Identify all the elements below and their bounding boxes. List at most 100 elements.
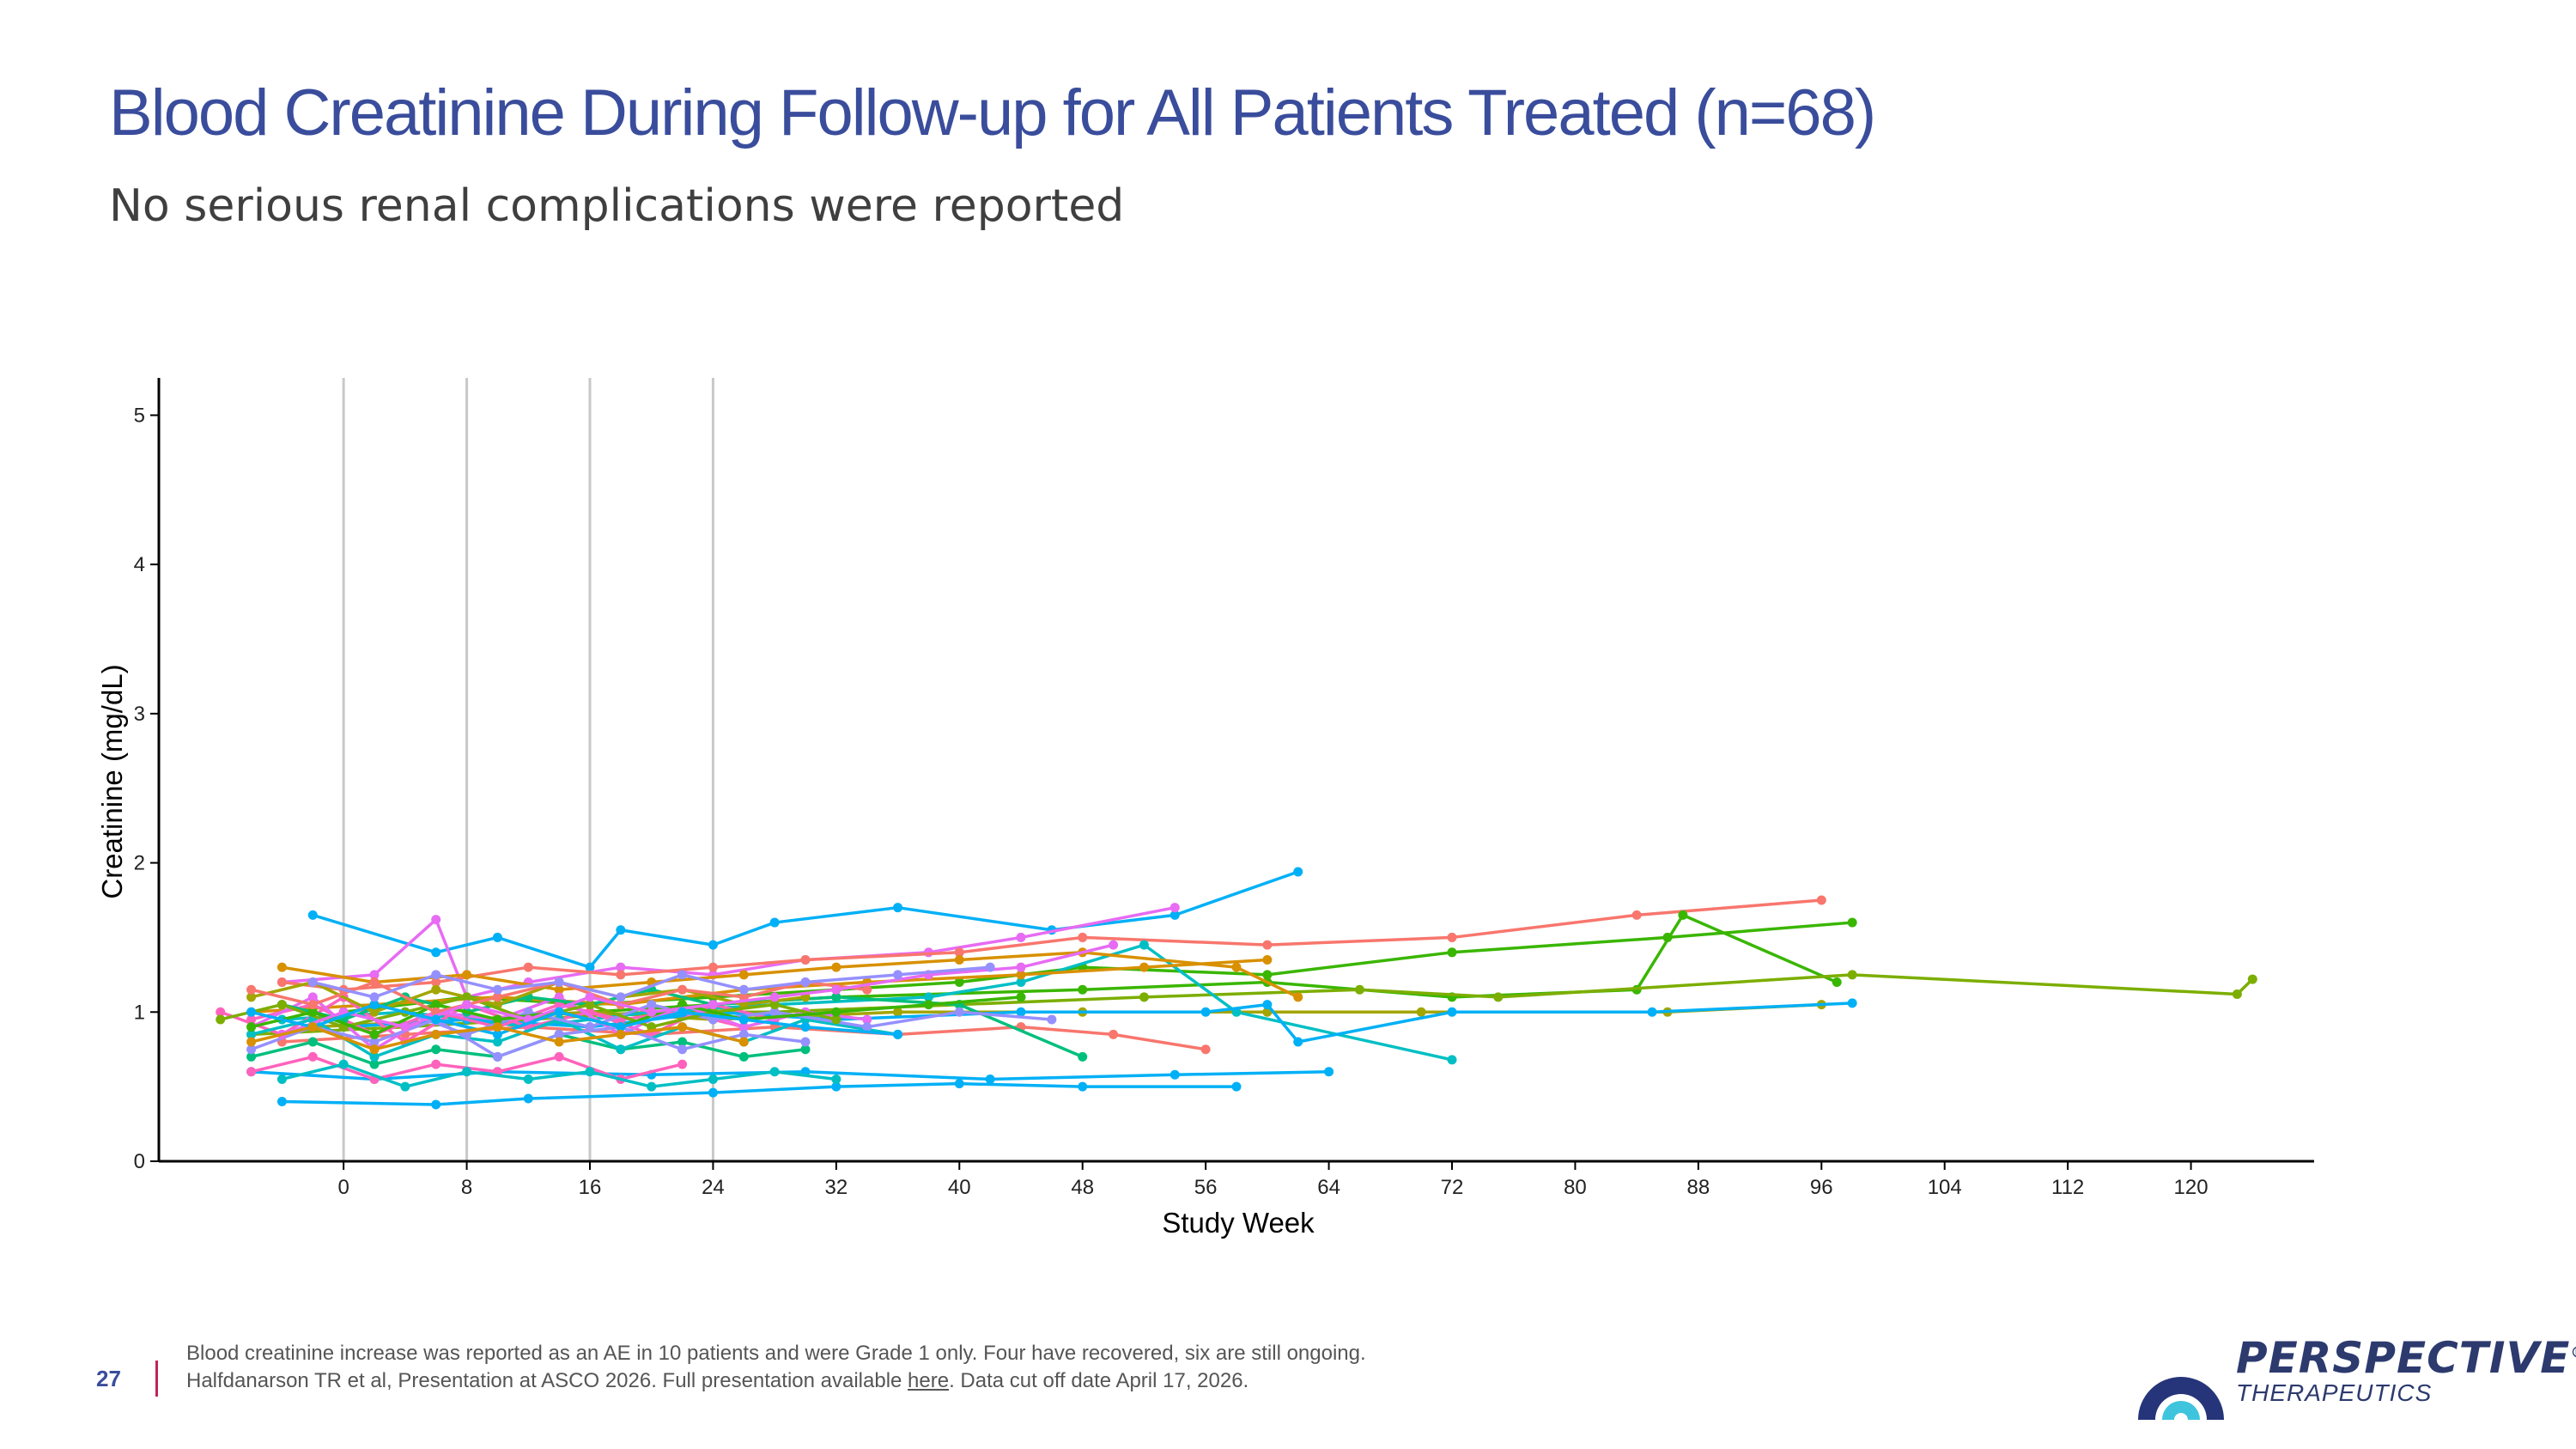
data-point: [585, 1067, 595, 1077]
data-point: [369, 1059, 380, 1069]
data-point: [1078, 932, 1088, 942]
data-point: [708, 940, 718, 950]
data-point: [893, 970, 903, 980]
data-point: [431, 1059, 441, 1069]
data-point: [462, 1000, 472, 1010]
data-point: [831, 1074, 841, 1084]
data-point: [677, 1022, 688, 1032]
data-point: [523, 1093, 533, 1104]
data-point: [276, 1097, 287, 1107]
patient-series: [276, 1059, 841, 1092]
data-point: [738, 970, 749, 980]
perspective-logo-icon: [2138, 1376, 2224, 1420]
data-point: [1447, 1007, 1457, 1017]
data-point: [800, 1022, 811, 1032]
patient-series: [246, 1022, 749, 1055]
x-tick-label: 32: [825, 1176, 848, 1199]
data-point: [1447, 1055, 1457, 1065]
y-tick-label: 1: [134, 1001, 145, 1024]
data-point: [1200, 1007, 1211, 1017]
page-subtitle: No serious renal complications were repo…: [109, 180, 1125, 232]
data-point: [616, 1029, 626, 1039]
footnote-line-1: Blood creatinine increase was reported a…: [186, 1342, 1366, 1365]
data-point: [246, 1022, 257, 1032]
data-point: [369, 977, 380, 988]
data-point: [923, 1000, 933, 1010]
data-point: [431, 1099, 441, 1110]
data-point: [1078, 1051, 1088, 1062]
data-point: [585, 1022, 595, 1032]
data-point: [800, 1037, 811, 1047]
data-point: [738, 1051, 749, 1062]
data-point: [1078, 984, 1088, 995]
data-point: [677, 1007, 688, 1017]
data-point: [769, 992, 780, 1002]
data-point: [1139, 992, 1149, 1002]
data-point: [1262, 970, 1273, 980]
data-point: [1016, 992, 1026, 1002]
series-line: [251, 1070, 1329, 1081]
data-point: [369, 1000, 380, 1010]
data-point: [677, 1044, 688, 1055]
data-point: [1647, 1007, 1657, 1017]
x-tick-label: 112: [2051, 1176, 2084, 1199]
data-point: [431, 1000, 441, 1010]
data-point: [708, 962, 718, 972]
x-tick-label: 8: [461, 1176, 472, 1199]
x-tick-label: 48: [1071, 1176, 1094, 1199]
data-point: [585, 992, 595, 1002]
data-point: [647, 1081, 657, 1092]
data-point: [1047, 1014, 1057, 1025]
data-point: [554, 1037, 564, 1047]
data-point: [246, 984, 257, 995]
data-point: [985, 962, 995, 972]
x-tick-label: 24: [702, 1176, 725, 1199]
data-point: [492, 1051, 502, 1062]
data-point: [369, 1007, 380, 1017]
x-tick-label: 96: [1810, 1176, 1833, 1199]
y-tick-label: 4: [134, 553, 145, 576]
page-title: Blood Creatinine During Follow-up for Al…: [109, 76, 1876, 149]
data-point: [492, 992, 502, 1002]
data-point: [954, 977, 964, 988]
logo-main-text: PERSPECTIVE®: [2236, 1333, 2576, 1383]
x-tick-label: 80: [1564, 1176, 1587, 1199]
data-point: [893, 1029, 903, 1039]
data-point: [1139, 940, 1149, 950]
data-point: [923, 992, 933, 1002]
data-point: [893, 1007, 903, 1017]
data-point: [708, 1074, 718, 1084]
data-point: [738, 1037, 749, 1047]
data-point: [1139, 962, 1149, 972]
data-point: [769, 1000, 780, 1010]
data-point: [554, 984, 564, 995]
footer-divider: [155, 1361, 158, 1397]
data-point: [831, 1081, 841, 1092]
footnote: Blood creatinine increase was reported a…: [186, 1340, 1366, 1395]
data-point: [616, 1022, 626, 1032]
footnote-link[interactable]: here: [908, 1369, 950, 1392]
data-point: [246, 992, 257, 1002]
data-point: [1493, 992, 1504, 1002]
footnote-line-2: Halfdanarson TR et al, Presentation at A…: [186, 1367, 1366, 1395]
data-point: [1170, 903, 1180, 913]
y-axis-label: Creatinine (mg/dL): [96, 664, 128, 898]
data-point: [831, 962, 841, 972]
data-point: [800, 1044, 811, 1055]
data-point: [431, 984, 441, 995]
data-point: [492, 1037, 502, 1047]
logo-wordmark: PERSPECTIVE® THERAPEUTICS: [2236, 1333, 2576, 1407]
x-tick-label: 40: [948, 1176, 971, 1199]
data-point: [738, 1014, 749, 1025]
data-point: [431, 1029, 441, 1039]
page-number: 27: [96, 1366, 121, 1391]
data-point: [616, 1044, 626, 1055]
data-point: [985, 1074, 995, 1084]
data-point: [769, 917, 780, 928]
data-point: [677, 970, 688, 980]
data-point: [831, 1014, 841, 1025]
logo-sub-text: THERAPEUTICS: [2236, 1379, 2433, 1406]
data-point: [1109, 940, 1119, 950]
data-point: [307, 1022, 318, 1032]
data-point: [1324, 1067, 1334, 1077]
